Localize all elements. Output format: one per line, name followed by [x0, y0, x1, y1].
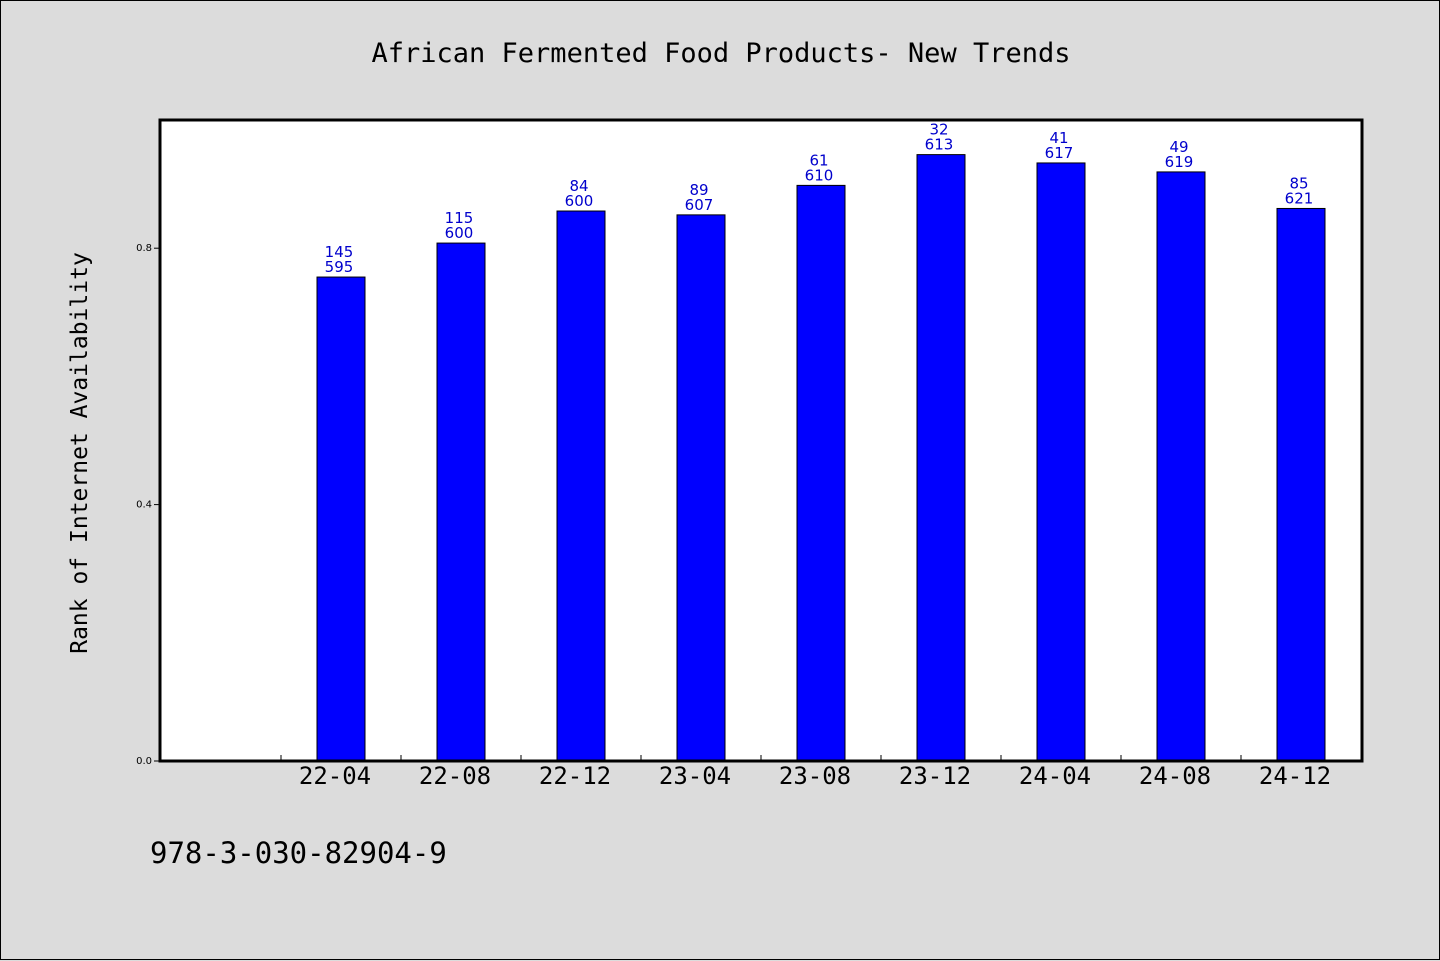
bar-23-04 [676, 214, 726, 762]
data-label-top: 84 [569, 177, 588, 195]
data-label-bottom: 600 [565, 192, 594, 210]
x-tick-label: 23-12 [899, 762, 971, 790]
data-label-bottom: 595 [325, 258, 354, 276]
data-label-bottom: 607 [685, 196, 714, 214]
data-label-top: 41 [1049, 129, 1068, 147]
data-label-bottom: 613 [925, 136, 954, 154]
data-label-top: 145 [325, 243, 354, 261]
bar-24-04 [1036, 162, 1086, 762]
bar-series [316, 154, 1326, 762]
x-tick-label: 22-04 [299, 762, 371, 790]
data-label-top: 85 [1289, 174, 1308, 192]
data-labels: 22-0414559522-0811560022-128460023-04896… [299, 121, 1331, 790]
data-label-bottom: 610 [805, 166, 834, 184]
data-label-top: 115 [445, 209, 474, 227]
bar-23-12 [916, 154, 966, 762]
bar-24-12 [1276, 207, 1326, 762]
footer-isbn: 978-3-030-82904-9 [150, 836, 447, 870]
y-tick-label: 0.4 [136, 500, 152, 511]
x-tick-label: 24-04 [1019, 762, 1091, 790]
bar-23-08 [796, 184, 846, 762]
bar-22-12 [556, 210, 606, 762]
x-tick-label: 23-04 [659, 762, 731, 790]
data-label-bottom: 600 [445, 224, 474, 242]
data-label-top: 32 [929, 121, 948, 139]
bar-22-08 [436, 242, 486, 762]
bar-24-08 [1156, 171, 1206, 762]
x-tick-label: 22-08 [419, 762, 491, 790]
y-tick-label: 0.8 [136, 243, 152, 254]
data-label-bottom: 621 [1285, 189, 1314, 207]
data-label-top: 89 [689, 181, 708, 199]
x-tick-label: 22-12 [539, 762, 611, 790]
data-label-bottom: 619 [1165, 153, 1194, 171]
y-tick-label: 0.0 [136, 756, 152, 767]
x-tick-label: 24-12 [1259, 762, 1331, 790]
chart-title: African Fermented Food Products- New Tre… [372, 38, 1071, 69]
y-axis-label: Rank of Internet Availability [67, 252, 93, 654]
data-label-bottom: 617 [1045, 144, 1074, 162]
bar-22-04 [316, 276, 366, 762]
data-label-top: 61 [809, 151, 828, 169]
x-tick-label: 24-08 [1139, 762, 1211, 790]
plot-border [158, 118, 1364, 763]
x-tick-label: 23-08 [779, 762, 851, 790]
data-label-top: 49 [1169, 138, 1188, 156]
